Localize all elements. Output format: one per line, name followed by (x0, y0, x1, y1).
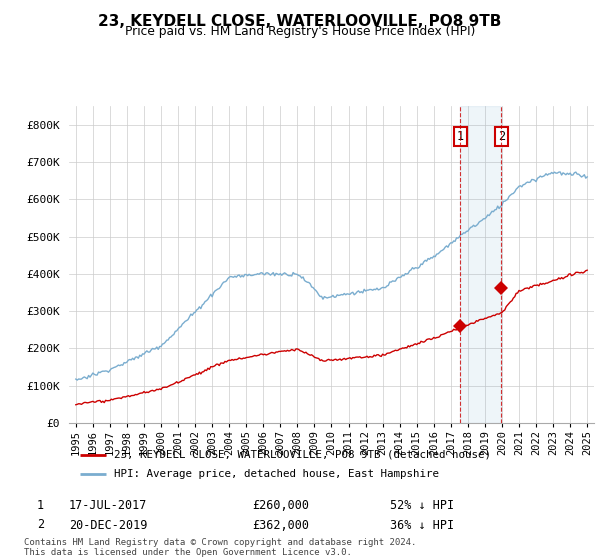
Text: 2: 2 (498, 130, 505, 143)
Text: 2: 2 (37, 518, 44, 531)
Text: 23, KEYDELL CLOSE, WATERLOOVILLE, PO8 9TB (detached house): 23, KEYDELL CLOSE, WATERLOOVILLE, PO8 9T… (113, 450, 491, 460)
Text: 23, KEYDELL CLOSE, WATERLOOVILLE, PO8 9TB: 23, KEYDELL CLOSE, WATERLOOVILLE, PO8 9T… (98, 14, 502, 29)
Text: Price paid vs. HM Land Registry's House Price Index (HPI): Price paid vs. HM Land Registry's House … (125, 25, 475, 38)
Text: 1: 1 (37, 498, 44, 512)
Text: HPI: Average price, detached house, East Hampshire: HPI: Average price, detached house, East… (113, 469, 439, 479)
Text: 20-DEC-2019: 20-DEC-2019 (69, 519, 148, 532)
Text: 17-JUL-2017: 17-JUL-2017 (69, 499, 148, 512)
Bar (460, 106, 502, 423)
Text: 52% ↓ HPI: 52% ↓ HPI (390, 499, 454, 512)
Text: 1: 1 (457, 130, 464, 143)
Text: £260,000: £260,000 (252, 499, 309, 512)
Text: £362,000: £362,000 (252, 519, 309, 532)
Text: Contains HM Land Registry data © Crown copyright and database right 2024.
This d: Contains HM Land Registry data © Crown c… (24, 538, 416, 557)
Text: 36% ↓ HPI: 36% ↓ HPI (390, 519, 454, 532)
